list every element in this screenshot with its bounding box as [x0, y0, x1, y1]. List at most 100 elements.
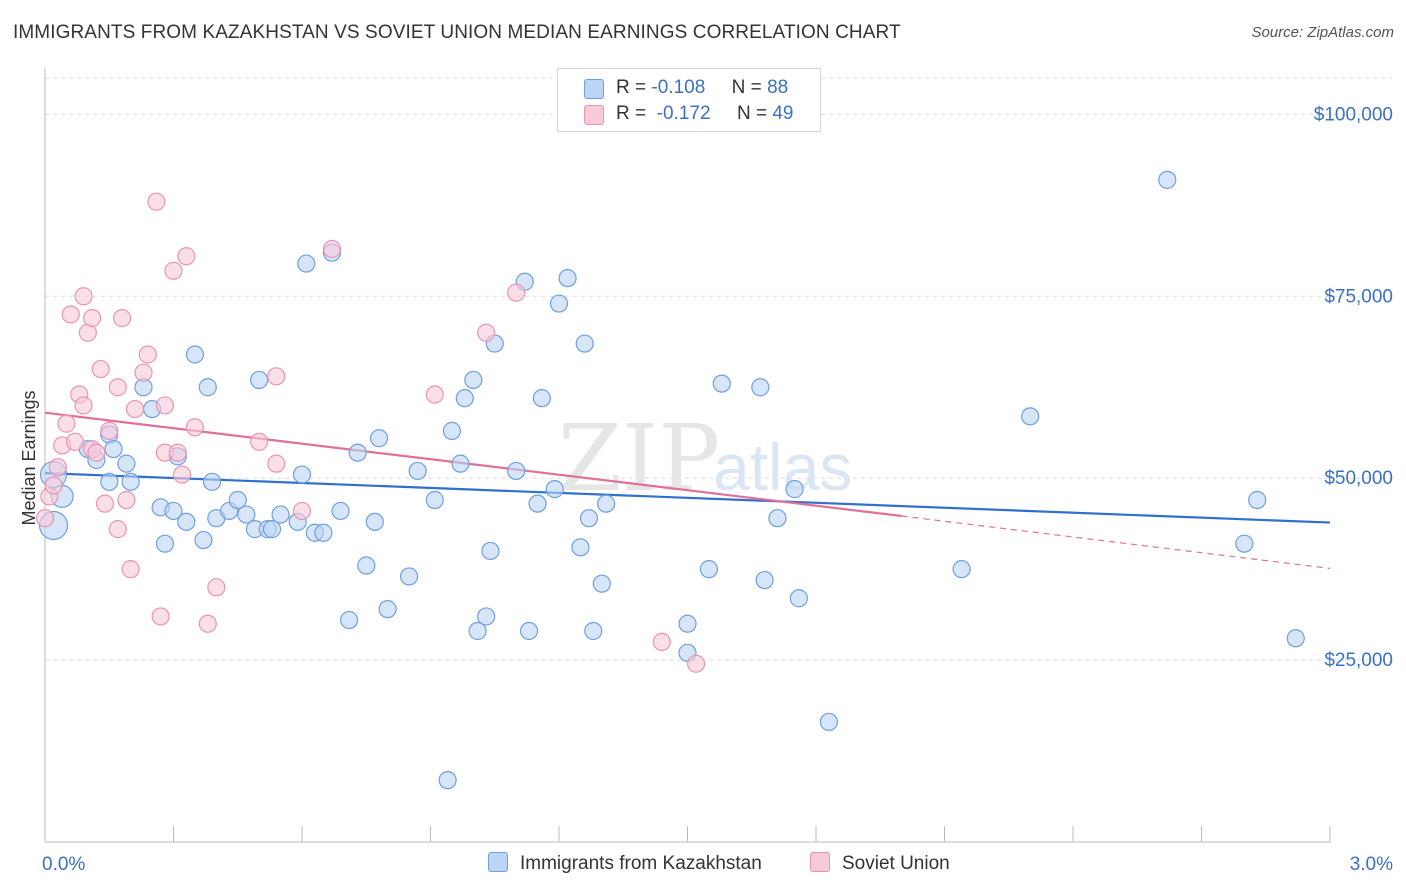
blue-swatch — [488, 852, 508, 872]
legend-r-value: -0.108 — [651, 77, 706, 98]
kazakhstan-trend-line — [44, 471, 1331, 524]
soviet-point — [507, 283, 526, 302]
kazakhstan-point — [451, 454, 470, 473]
y-tick-label: $25,000 — [1324, 650, 1393, 671]
data-points — [35, 170, 1305, 790]
pink-swatch — [584, 105, 604, 125]
kazakhstan-point — [699, 560, 719, 579]
kazakhstan-point — [348, 443, 367, 462]
kazakhstan-point — [202, 472, 222, 491]
legend-r-value: -0.172 — [656, 103, 711, 124]
kazakhstan-point — [228, 490, 247, 510]
legend-box: R = -0.108 N = 88 R = -0.172 N = 49 — [557, 68, 821, 132]
soviet-point — [48, 458, 67, 477]
kazakhstan-point — [194, 530, 213, 550]
kazakhstan-point — [455, 389, 474, 408]
kazakhstan-point — [117, 454, 136, 473]
kazakhstan-point — [370, 429, 389, 448]
soviet-point — [95, 494, 115, 513]
kazakhstan-point — [468, 621, 487, 641]
kazakhstan-point — [1286, 629, 1305, 648]
kazakhstan-point — [164, 501, 183, 521]
chart-title: IMMIGRANTS FROM KAZAKHSTAN VS SOVIET UNI… — [13, 22, 901, 43]
kazakhstan-point — [507, 461, 526, 481]
soviet-point — [168, 443, 187, 462]
x-tick-label: 0.0% — [42, 854, 85, 875]
series-name: Immigrants from Kazakhstan — [520, 853, 762, 874]
soviet-point — [125, 399, 145, 419]
y-tick-label: $50,000 — [1324, 468, 1393, 489]
soviet-point — [112, 309, 132, 328]
bottom-legend-soviet[interactable]: Soviet Union — [810, 852, 950, 875]
soviet-point — [44, 476, 63, 495]
legend-r-label: R = — [616, 77, 647, 98]
kazakhstan-point — [121, 472, 140, 491]
kazakhstan-point — [365, 512, 384, 531]
kazakhstan-point — [271, 505, 290, 524]
kazakhstan-point — [768, 509, 787, 528]
kazakhstan-point — [477, 607, 496, 626]
kazakhstan-point — [198, 378, 217, 397]
soviet-point — [108, 520, 127, 539]
legend-n-value: 88 — [767, 77, 789, 98]
soviet-point — [686, 654, 706, 673]
kazakhstan-point — [584, 621, 603, 641]
soviet-point — [185, 418, 205, 437]
soviet-point — [652, 632, 671, 652]
kazakhstan-point — [442, 421, 462, 440]
soviet-point — [74, 287, 93, 306]
kazakhstan-point — [532, 389, 551, 408]
kazakhstan-point — [1158, 170, 1177, 189]
soviet-point — [267, 454, 286, 473]
kazakhstan-point — [481, 541, 500, 561]
kazakhstan-point — [1235, 534, 1254, 553]
soviet-point — [477, 323, 496, 342]
kazakhstan-point — [712, 374, 731, 393]
kazakhstan-point — [100, 472, 119, 491]
legend-r-label: R = — [616, 103, 647, 124]
kazakhstan-point — [104, 439, 123, 459]
kazakhstan-point — [819, 712, 838, 732]
soviet-point — [121, 560, 140, 579]
soviet-point — [87, 443, 106, 462]
gridlines — [45, 77, 1392, 661]
soviet-point — [138, 345, 157, 364]
kazakhstan-point — [751, 378, 770, 397]
soviet-point — [164, 261, 183, 280]
source-label: Source: ZipAtlas.com — [1251, 24, 1394, 41]
kazakhstan-point — [785, 480, 804, 499]
kazakhstan-point — [262, 520, 282, 539]
soviet-point — [267, 367, 286, 386]
soviet-point — [117, 490, 136, 510]
pink-swatch — [810, 852, 830, 872]
kazakhstan-point — [438, 771, 457, 790]
kazakhstan-point — [177, 512, 196, 531]
kazakhstan-point — [185, 345, 205, 364]
soviet-point — [100, 421, 119, 440]
kazakhstan-point — [575, 334, 594, 353]
y-tick-label: $100,000 — [1314, 104, 1393, 125]
kazakhstan-point — [592, 574, 611, 593]
kazakhstan-point — [340, 610, 359, 630]
kazakhstan-point — [378, 600, 397, 619]
kazakhstan-point — [597, 494, 616, 513]
kazakhstan-point — [155, 534, 175, 553]
legend-n-label: N = — [731, 77, 762, 98]
soviet-point — [207, 578, 226, 597]
soviet-trend-extension — [901, 515, 1331, 570]
kazakhstan-point — [314, 523, 333, 542]
kazakhstan-point — [464, 370, 483, 390]
kazakhstan-point — [528, 494, 547, 513]
kazakhstan-point — [952, 560, 971, 579]
bottom-legend-kazakhstan[interactable]: Immigrants from Kazakhstan — [488, 852, 762, 875]
kazakhstan-point — [357, 556, 376, 575]
soviet-point — [151, 607, 170, 626]
soviet-point — [147, 192, 166, 211]
kazakhstan-point — [789, 589, 808, 608]
blue-swatch — [584, 79, 604, 99]
kazakhstan-point — [237, 505, 256, 524]
soviet-point — [108, 378, 127, 397]
soviet-point — [425, 385, 444, 404]
soviet-point — [172, 465, 192, 484]
